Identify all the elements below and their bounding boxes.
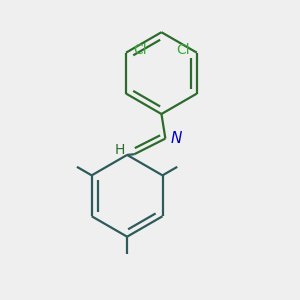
Text: Cl: Cl [176,43,190,57]
Text: H: H [115,143,125,157]
Text: Cl: Cl [133,43,147,57]
Text: N: N [170,131,182,146]
